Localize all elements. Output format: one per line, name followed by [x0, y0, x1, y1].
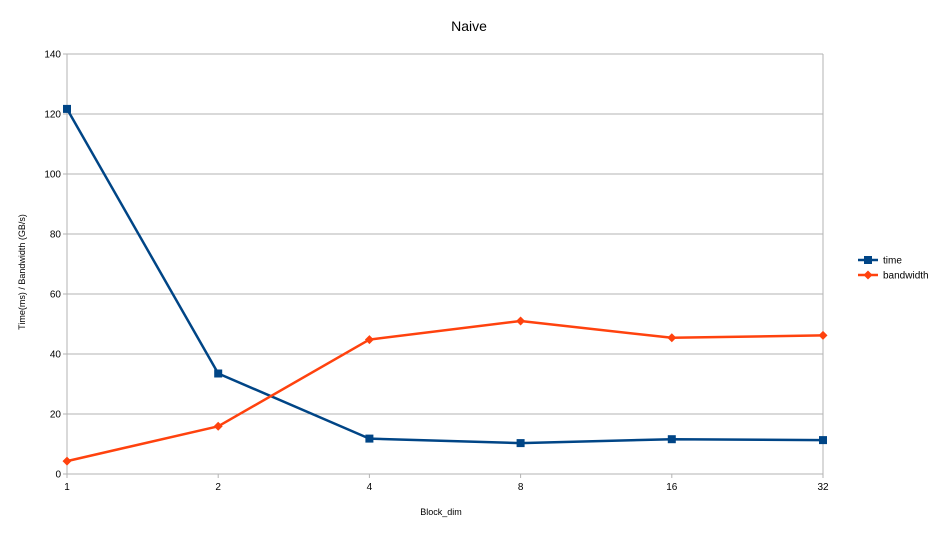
time-point — [667, 435, 676, 444]
bandwidth-point — [213, 421, 223, 431]
bandwidth-point — [667, 333, 677, 343]
time-point — [819, 436, 827, 445]
y-tick-label: 120 — [44, 110, 61, 121]
x-tick-label: 2 — [215, 482, 221, 493]
x-tick-label: 4 — [367, 482, 373, 493]
time-point — [365, 434, 374, 443]
y-tick-label: 80 — [50, 230, 62, 241]
time-line — [65, 108, 824, 445]
series-time — [63, 104, 827, 448]
bandwidth-point — [364, 335, 374, 345]
y-tick-label: 40 — [50, 350, 62, 361]
y-tick-label: 100 — [44, 170, 61, 181]
y-axis-ticks: 0 20 40 60 80 100 120 140 — [44, 50, 67, 481]
bandwidth-point — [818, 330, 828, 340]
time-point — [516, 439, 525, 448]
x-tick-label: 32 — [817, 482, 829, 493]
y-axis-label: Time(ms) / Bandwidth (GB/s) — [17, 214, 27, 330]
legend-label-bandwidth: bandwidth — [883, 271, 929, 282]
chart-title: Naive — [451, 18, 487, 34]
y-tick-label: 60 — [50, 290, 62, 301]
x-axis-label: Block_dim — [420, 507, 462, 517]
legend-label-time: time — [883, 256, 902, 267]
legend: time bandwidth — [858, 256, 929, 282]
x-tick-label: 1 — [64, 482, 70, 493]
y-tick-label: 20 — [50, 410, 62, 421]
grid — [67, 53, 824, 475]
legend-marker-bandwidth — [863, 270, 873, 280]
bandwidth-line — [66, 319, 824, 463]
x-tick-label: 8 — [518, 482, 524, 493]
bandwidth-point — [516, 316, 526, 326]
y-tick-label: 0 — [55, 470, 61, 481]
y-tick-label: 140 — [44, 50, 61, 61]
x-tick-label: 16 — [666, 482, 678, 493]
legend-marker-time — [864, 256, 872, 264]
time-point — [63, 104, 71, 113]
series-layer — [62, 104, 828, 466]
bandwidth-point — [62, 456, 72, 466]
time-point — [214, 369, 223, 378]
series-bandwidth — [62, 316, 828, 466]
x-axis-ticks: 1 2 4 8 16 32 — [64, 474, 829, 493]
